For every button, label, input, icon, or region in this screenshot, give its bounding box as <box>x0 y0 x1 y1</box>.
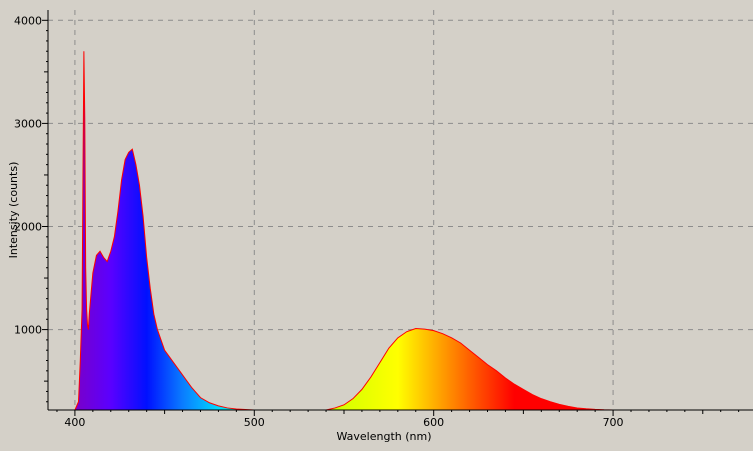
y-tick-label: 4000 <box>14 14 42 27</box>
x-tick-label: 400 <box>64 416 85 429</box>
y-axis-title: Intensity (counts) <box>7 162 20 259</box>
x-tick-label: 500 <box>244 416 265 429</box>
x-axis-title: Wavelength (nm) <box>336 430 431 443</box>
y-tick-label: 2000 <box>14 220 42 233</box>
y-tick-label: 1000 <box>14 324 42 337</box>
x-tick-label: 700 <box>603 416 624 429</box>
x-tick-label: 600 <box>423 416 444 429</box>
spectrum-area <box>74 51 649 410</box>
y-tick-label: 3000 <box>14 117 42 130</box>
spectrum-outline <box>74 51 649 410</box>
